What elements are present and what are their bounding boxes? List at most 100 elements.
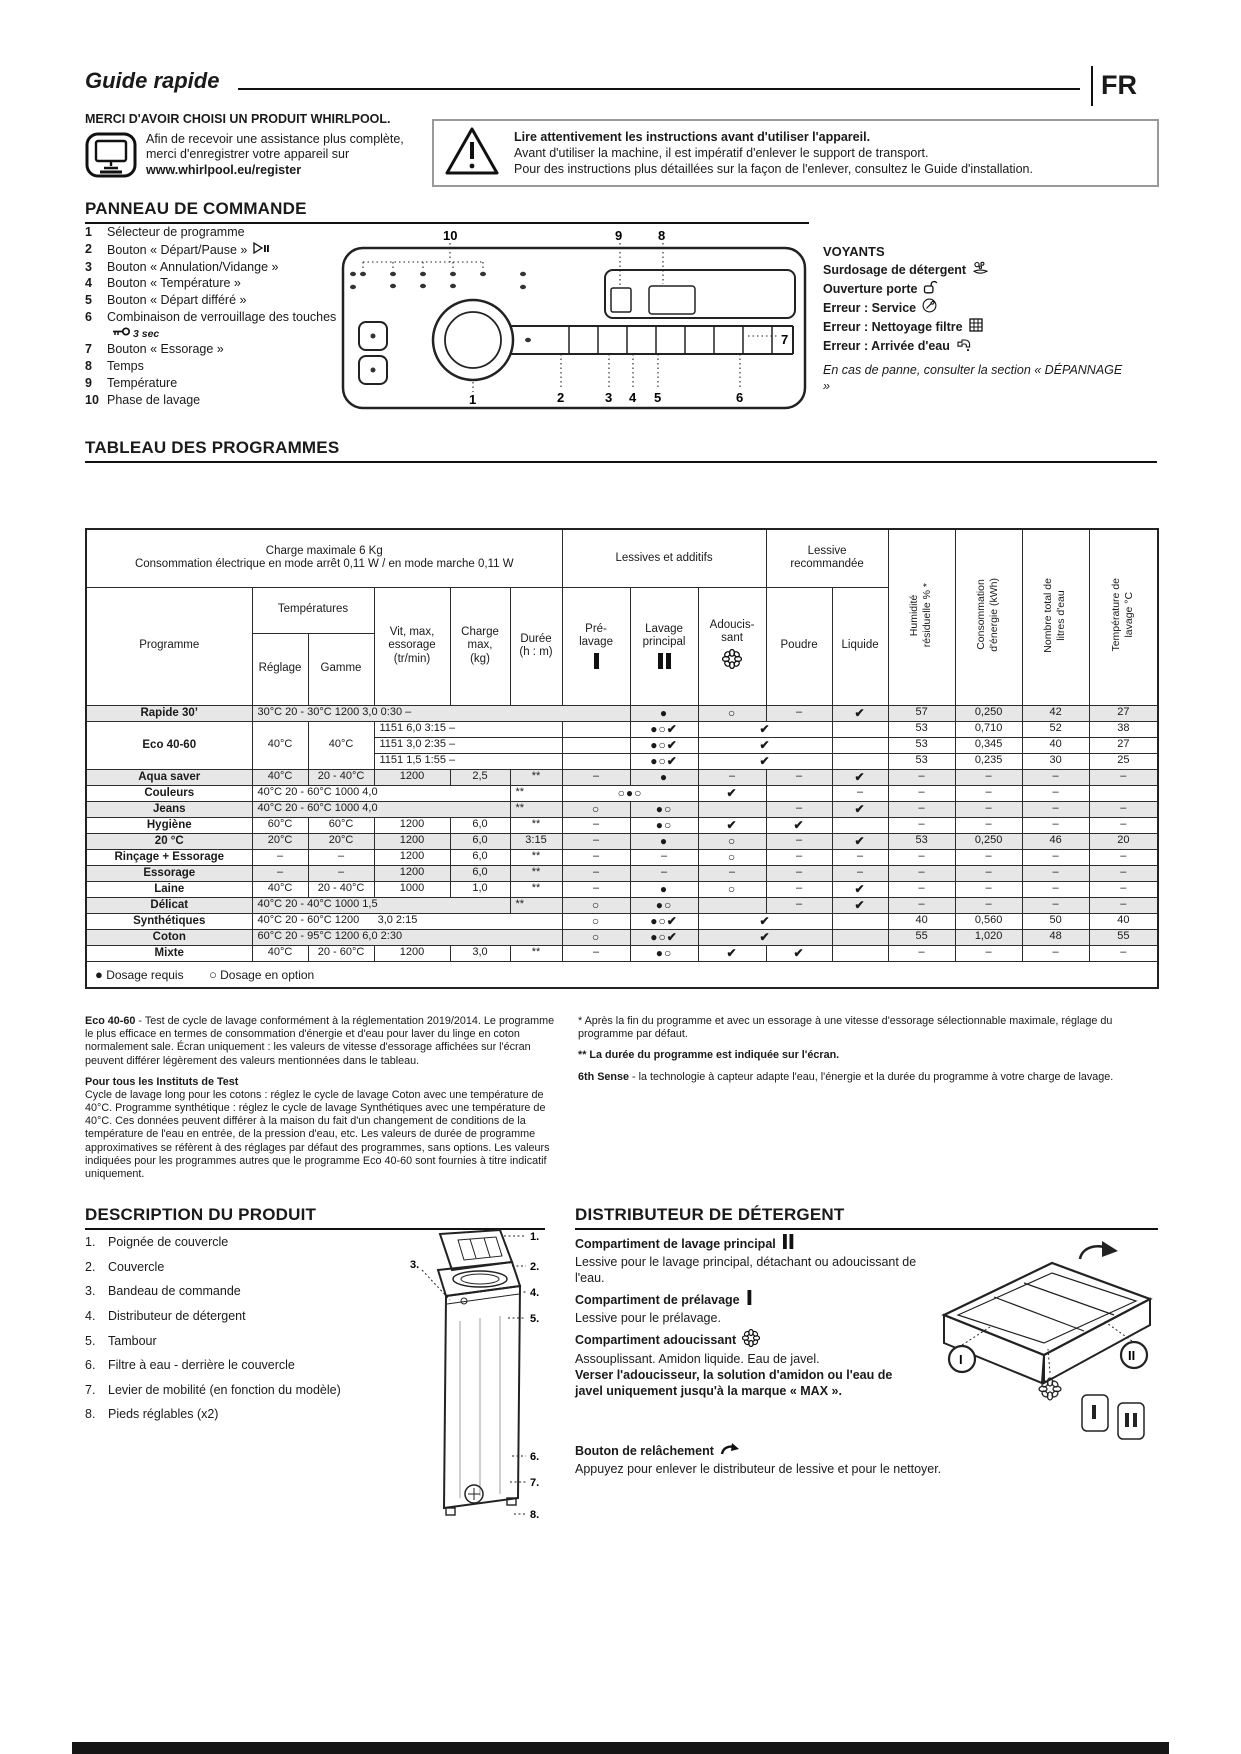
callout-7: 7 bbox=[781, 332, 788, 347]
release-button-body: Appuyez pour enlever le distributeur de … bbox=[575, 1462, 942, 1476]
description-item-number: 2. bbox=[85, 1259, 96, 1274]
liquid-col-header: Liquide bbox=[831, 586, 889, 706]
table-cell: 1200 bbox=[373, 848, 451, 866]
description-item-label: Tambour bbox=[108, 1333, 157, 1348]
detergent-drawer-diagram: I II bbox=[941, 1241, 1153, 1440]
table-cell: – bbox=[954, 784, 1023, 802]
table-cell bbox=[831, 912, 889, 930]
table-cell: 57 bbox=[887, 704, 956, 722]
table-cell: 40°C bbox=[307, 720, 375, 770]
softener-flower-icon bbox=[721, 648, 743, 673]
table-cell bbox=[561, 752, 631, 770]
table-cell: – bbox=[1021, 896, 1090, 914]
table-cell: 53 bbox=[887, 736, 956, 754]
description-item: 5. Tambour bbox=[85, 1334, 415, 1350]
machine-callout-8: 8. bbox=[530, 1509, 539, 1521]
machine-callout-6: 6. bbox=[530, 1451, 539, 1463]
panel-item-label: Bouton « Température » bbox=[107, 276, 241, 291]
description-item-label: Pieds réglables (x2) bbox=[108, 1407, 219, 1422]
powder-col-header: Poudre bbox=[765, 586, 833, 706]
machine-callout-3: 3. bbox=[410, 1259, 419, 1271]
program-row: Rinçage + Essorage – –1200 6,0 ** – – ○ – – – – – – bbox=[85, 848, 1159, 866]
voyant-item: Erreur : Service bbox=[823, 298, 1158, 318]
table-cell: – bbox=[1021, 816, 1090, 834]
table-cell: ✔ bbox=[697, 720, 833, 738]
duration-col-header: Durée (h : m) bbox=[509, 586, 563, 706]
table-cell: – bbox=[954, 864, 1023, 882]
dosage-required-label: Dosage requis bbox=[106, 967, 184, 982]
table-cell bbox=[831, 736, 889, 754]
program-row: Eco 40-60 40°C 40°C 1151 6,0 3:15 – ●○✔ ✔ 53 0,… bbox=[85, 720, 1159, 770]
programme-cell: Hygiène bbox=[85, 816, 253, 834]
dispenser-compartment-block: Compartiment adoucissant Assouplissant. … bbox=[575, 1328, 922, 1399]
machine-callout-4: 4. bbox=[530, 1287, 539, 1299]
table-cell: ●○ bbox=[629, 816, 699, 834]
filter-icon bbox=[968, 318, 983, 337]
table-cell: – bbox=[561, 944, 631, 962]
panel-list-item: 5 Bouton « Départ différé » bbox=[85, 293, 340, 309]
language-separator bbox=[1091, 66, 1093, 106]
table-cell: – bbox=[887, 880, 956, 898]
additives-group-header: Lessives et additifs bbox=[561, 528, 767, 588]
section-title-description: DESCRIPTION DU PRODUIT bbox=[85, 1205, 545, 1230]
register-device-icon bbox=[85, 132, 137, 183]
programmes-table: Charge maximale 6 Kg Consommation électr… bbox=[85, 528, 1160, 989]
panel-list-item: 10 Phase de lavage bbox=[85, 393, 340, 409]
callout-1: 1 bbox=[469, 392, 476, 407]
table-cell: ○●○ bbox=[561, 784, 699, 802]
program-row: Mixte 40°C 20 - 60°C 1200 3,0 ** – ●○ ✔ ✔ – – – – bbox=[85, 944, 1159, 962]
table-cell: ● bbox=[629, 880, 699, 898]
footnotes-left: Eco 40-60 - Test de cycle de lavage conf… bbox=[85, 1015, 565, 1189]
voyant-item: Ouverture porte bbox=[823, 280, 1158, 299]
section-title-panneau: PANNEAU DE COMMANDE bbox=[85, 199, 809, 224]
table-cell: 1,0 bbox=[449, 880, 511, 898]
machine-callout-1: 1. bbox=[530, 1231, 539, 1243]
button-band bbox=[510, 325, 794, 355]
description-item: 1. Poignée de couvercle bbox=[85, 1235, 415, 1251]
programme-knob bbox=[431, 298, 515, 382]
table-cell: ✔ bbox=[831, 832, 889, 850]
callout-9: 9 bbox=[615, 228, 622, 243]
table-cell: ●○✔ bbox=[629, 928, 699, 946]
table-cell: – bbox=[831, 864, 889, 882]
table-cell: 40 bbox=[1088, 912, 1159, 930]
table-cell: ○ bbox=[561, 800, 631, 818]
dispenser-compartment-body: Lessive pour le lavage principal, détach… bbox=[575, 1255, 917, 1285]
panel-item-number: 4 bbox=[85, 276, 92, 291]
table-cell: – bbox=[1021, 784, 1090, 802]
dispenser-compartment-head: Compartiment adoucissant bbox=[575, 1333, 737, 1347]
panel-item-number: 7 bbox=[85, 342, 92, 357]
voyant-label: Erreur : Nettoyage filtre bbox=[823, 319, 963, 334]
table-cell: 1151 6,0 3:15 – bbox=[373, 720, 563, 738]
panel-item-label: Bouton « Annulation/Vidange » bbox=[107, 259, 279, 274]
table-cell: 40 bbox=[887, 912, 956, 930]
register-block: MERCI D'AVOIR CHOISI UN PRODUIT WHIRLPOO… bbox=[85, 112, 430, 182]
callout-4: 4 bbox=[629, 390, 637, 405]
table-cell: – bbox=[954, 800, 1023, 818]
table-cell: ○ bbox=[561, 928, 631, 946]
table-cell: – bbox=[1088, 816, 1159, 834]
warning-line2: Avant d'utiliser la machine, il est impé… bbox=[514, 145, 929, 160]
phase-leds bbox=[350, 271, 526, 290]
table-cell: – bbox=[831, 784, 889, 802]
water-inlet-icon bbox=[956, 337, 973, 356]
programme-cell: Jeans bbox=[85, 800, 253, 818]
table-cell: – bbox=[561, 848, 631, 866]
range-col-header: Gamme bbox=[307, 632, 375, 706]
dosage-required-icon: ● bbox=[95, 966, 103, 982]
table-cell: – bbox=[765, 704, 833, 722]
machine-callout-5: 5. bbox=[530, 1313, 539, 1325]
sixth-sense-bold: 6th Sense bbox=[578, 1070, 630, 1083]
water-col-header: Nombre total de litres d'eau bbox=[1021, 528, 1090, 706]
register-url[interactable]: www.whirlpool.eu/register bbox=[146, 162, 302, 177]
table-cell: 40°C 20 - 40°C 1000 1,5 bbox=[251, 896, 511, 914]
description-item-label: Poignée de couvercle bbox=[108, 1235, 229, 1249]
table-cell: – bbox=[765, 864, 833, 882]
programme-cell: Mixte bbox=[85, 944, 253, 962]
table-cell: 6,0 bbox=[449, 848, 511, 866]
table-cell: ○ bbox=[697, 848, 767, 866]
description-item-label: Filtre à eau - derrière le couvercle bbox=[108, 1358, 295, 1373]
table-cell: 60°C bbox=[307, 816, 375, 834]
table-cell: – bbox=[765, 768, 833, 786]
